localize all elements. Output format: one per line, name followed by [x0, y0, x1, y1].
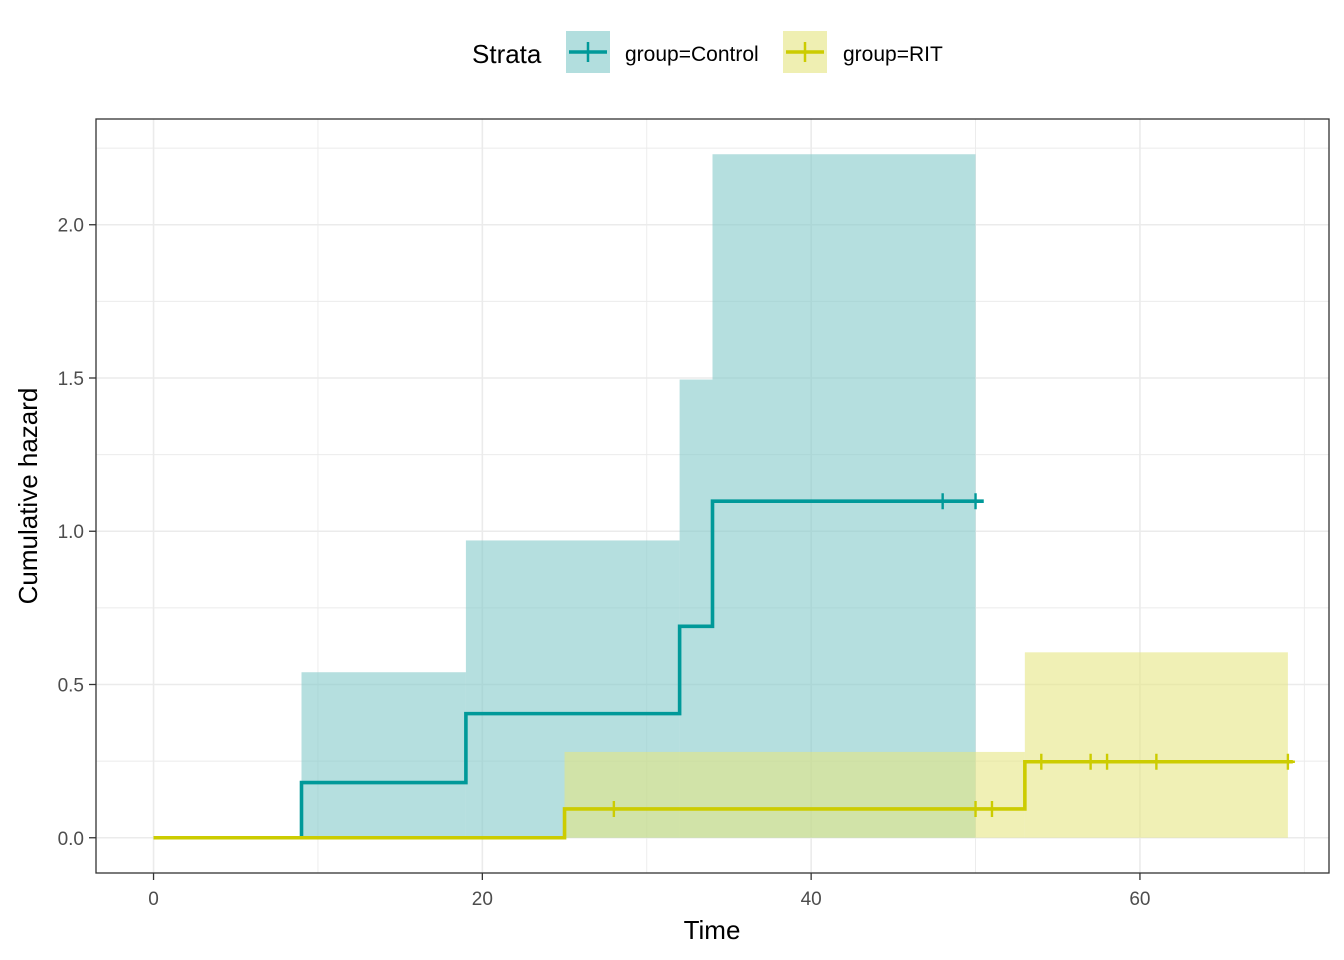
censor-mark-rit	[606, 800, 621, 817]
step-line-rit	[153, 759, 1293, 840]
censor-mark-rit	[1149, 753, 1164, 770]
x-axis-title: Time	[684, 915, 741, 945]
y-tick-label: 1.0	[58, 522, 84, 543]
y-tick-label: 0.0	[58, 829, 84, 850]
censor-mark-control	[935, 493, 950, 510]
ci-band-rit	[1024, 652, 1288, 838]
plot-panel	[95, 118, 1330, 874]
confidence-bands	[301, 154, 1288, 838]
y-tick-label: 1.5	[58, 369, 84, 390]
censor-mark-rit	[1083, 753, 1098, 770]
legend-title: Strata	[472, 39, 542, 69]
x-tick-label: 20	[472, 889, 493, 910]
x-tick-label: 0	[148, 889, 159, 910]
ci-band-rit	[564, 751, 1025, 838]
step-lines	[153, 499, 1293, 840]
legend-item-control: group=Control	[566, 31, 759, 73]
censor-mark-rit	[1034, 753, 1049, 770]
y-tick-label: 0.5	[58, 676, 84, 697]
ci-band-control	[301, 672, 466, 838]
censor-mark-rit	[984, 800, 999, 817]
censor-mark-rit	[1280, 753, 1295, 770]
x-tick-label: 40	[801, 889, 822, 910]
legend-label-rit: group=RIT	[843, 43, 943, 66]
y-axis-title: Cumulative hazard	[13, 388, 43, 605]
y-tick-label: 2.0	[58, 216, 84, 237]
step-line-control	[153, 499, 984, 840]
censor-mark-rit	[968, 800, 983, 817]
legend-label-control: group=Control	[625, 43, 759, 66]
y-axis: 0.0 0.5 1.0 1.5 2.0	[58, 216, 96, 850]
censor-mark-rit	[1100, 753, 1115, 770]
x-tick-label: 60	[1129, 889, 1150, 910]
censor-mark-control	[968, 493, 983, 510]
plot-border	[95, 118, 1330, 874]
censor-marks	[606, 493, 1295, 817]
ci-band-control	[712, 154, 976, 838]
legend: Strata group=Control group=RIT	[472, 31, 943, 73]
legend-item-rit: group=RIT	[783, 31, 943, 73]
x-axis: 0 20 40 60	[148, 873, 1151, 910]
